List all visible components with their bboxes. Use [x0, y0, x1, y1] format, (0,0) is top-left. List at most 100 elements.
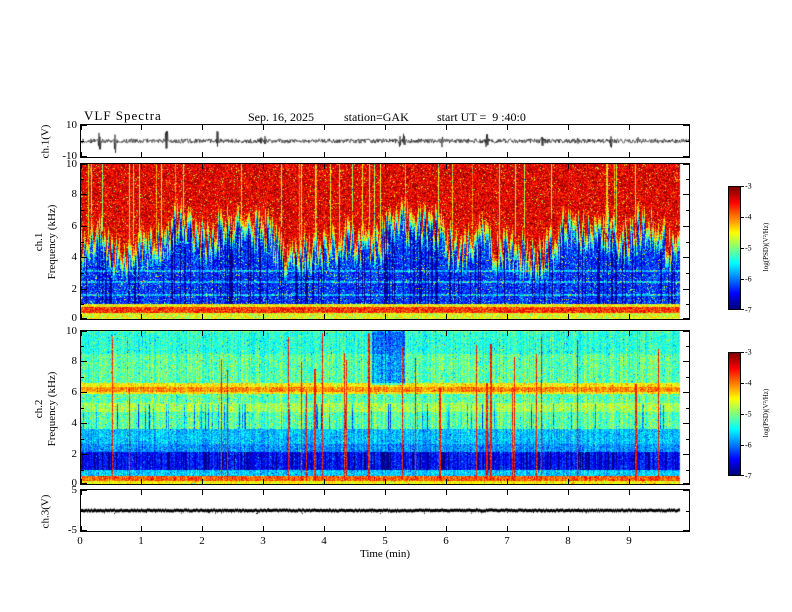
x-tick-label: 8 [565, 535, 571, 547]
x-tick [385, 331, 386, 336]
x-tick [263, 152, 264, 157]
x-tick [568, 314, 569, 319]
x-tick [81, 314, 82, 319]
colorbar-ch2 [728, 352, 741, 476]
y-tick [683, 225, 689, 227]
x-tick [141, 479, 142, 484]
colorbar-tick-label: -6 [745, 274, 752, 284]
x-tick [81, 331, 82, 336]
y-tick [686, 272, 689, 274]
y-tick [683, 194, 689, 196]
y-tick [683, 490, 689, 491]
x-tick [141, 331, 142, 336]
colorbar-ch1-canvas [729, 187, 740, 309]
y-tick-label: 10 [66, 325, 77, 337]
x-tick [446, 526, 447, 531]
colorbar-tick [741, 248, 744, 249]
x-tick [446, 314, 447, 319]
x-tick [629, 490, 630, 495]
x-tick [446, 125, 447, 130]
colorbar-tick [741, 475, 744, 476]
ch1-spectrogram-panel [80, 163, 690, 320]
x-tick [324, 152, 325, 157]
y-tick-label: 4 [71, 251, 78, 264]
y-tick [686, 345, 689, 347]
x-tick [385, 490, 386, 495]
y-tick [81, 156, 87, 157]
x-tick [507, 164, 508, 169]
x-tick [446, 152, 447, 157]
x-tick [263, 331, 264, 336]
y-tick [81, 318, 87, 319]
y-tick [686, 407, 689, 409]
y-tick [81, 225, 87, 227]
x-tick [385, 152, 386, 157]
y-tick [81, 257, 87, 259]
x-tick [507, 152, 508, 157]
x-tick-label: 2 [199, 535, 205, 547]
y-tick [81, 345, 84, 347]
ch1-spec-axis-channel: ch.1 [33, 232, 46, 252]
x-tick [446, 164, 447, 169]
x-tick [446, 490, 447, 495]
x-tick [81, 490, 82, 495]
colorbar-tick [741, 445, 744, 446]
y-tick [686, 141, 689, 142]
ch3-waveform-panel [80, 489, 690, 532]
colorbar-tick-label: -5 [745, 243, 752, 253]
y-tick-label: 10 [66, 158, 77, 170]
colorbar-tick [741, 352, 744, 353]
colorbar-ch1-label: log(PSD)(V²/Hz) [762, 222, 770, 272]
time-axis-title: Time (min) [359, 548, 410, 560]
y-tick [686, 469, 689, 471]
x-tick [568, 526, 569, 531]
colorbar-tick [741, 414, 744, 415]
colorbar-ch2-canvas [729, 353, 740, 475]
colorbar-tick [741, 186, 744, 187]
y-tick-label: 5 [71, 484, 78, 496]
y-tick [81, 178, 84, 180]
y-tick-label: 2 [71, 448, 78, 460]
x-tick [446, 331, 447, 336]
y-tick [686, 510, 689, 512]
x-tick [324, 125, 325, 130]
y-tick-label: 10 [66, 119, 77, 131]
y-tick-label: 6 [71, 386, 78, 398]
colorbar-tick-label: -5 [745, 409, 752, 419]
colorbar-tick-label: -3 [745, 347, 752, 357]
start-ut-label: start UT = 9 :40:0 [437, 110, 526, 124]
x-tick [324, 314, 325, 319]
y-tick [683, 423, 689, 424]
y-tick [81, 194, 87, 196]
x-tick [629, 314, 630, 319]
x-tick [629, 164, 630, 169]
x-tick [202, 125, 203, 130]
x-tick [81, 526, 82, 531]
y-tick [81, 490, 87, 491]
x-tick [629, 526, 630, 531]
ch1-spectrogram-canvas [81, 164, 689, 319]
x-tick [141, 526, 142, 531]
y-tick [81, 438, 84, 440]
x-tick [507, 331, 508, 336]
x-tick [324, 479, 325, 484]
y-tick [683, 156, 689, 157]
x-tick [141, 490, 142, 495]
x-tick [202, 479, 203, 484]
x-tick [324, 331, 325, 336]
x-tick [263, 490, 264, 495]
x-tick [202, 331, 203, 336]
x-tick [141, 125, 142, 130]
y-tick [81, 423, 87, 424]
y-tick [81, 241, 84, 243]
x-tick [141, 164, 142, 169]
colorbar-tick-label: -4 [745, 378, 752, 388]
x-tick [568, 152, 569, 157]
y-tick [683, 257, 689, 259]
y-tick-label: 0 [71, 477, 78, 489]
x-tick [202, 526, 203, 531]
x-tick [385, 479, 386, 484]
y-tick-label: 4 [71, 417, 78, 429]
x-tick [568, 479, 569, 484]
x-tick [629, 125, 630, 130]
